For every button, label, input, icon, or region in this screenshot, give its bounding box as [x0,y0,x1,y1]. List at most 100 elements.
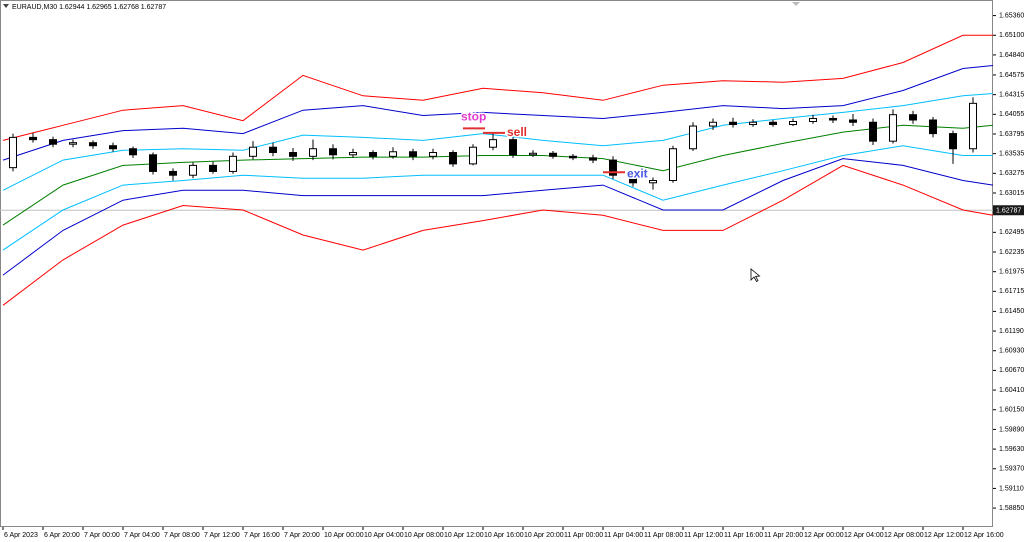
current-price-box [993,205,1024,216]
y-tick-label: 1.59630 [999,446,1024,453]
y-tick-label: 1.63015 [999,190,1024,197]
candle-body [29,136,37,141]
band-line [2,164,994,306]
y-tick-label: 1.61190 [999,328,1024,335]
candle-body [869,121,877,142]
candle-body [469,146,477,165]
y-tick-label: 1.64315 [999,91,1024,98]
y-tick-label: 1.61975 [999,269,1024,276]
y-tick-label: 1.60150 [999,407,1024,414]
y-tick-label: 1.59890 [999,426,1024,433]
candle-body [769,121,777,126]
x-tick-label: 10 Apr 20:00 [524,532,564,539]
candle-body [969,102,977,150]
chart-title: EURAUD,M30 1.62944 1.62965 1.62768 1.627… [12,4,166,11]
candle-body [709,121,717,127]
candle-body [549,152,557,157]
candle-body [569,155,577,159]
x-tick-label: 7 Apr 16:00 [244,532,280,539]
candle-body [249,146,257,157]
candle-body [589,157,597,161]
y-tick-label: 1.63275 [999,170,1024,177]
y-tick-label: 1.59370 [999,466,1024,473]
x-tick-label: 7 Apr 04:00 [124,532,160,539]
candle-body [189,164,197,176]
x-tick-label: 10 Apr 04:00 [364,532,404,539]
annotation-label: stop [461,109,486,123]
candle-body [429,152,437,157]
candle-body [889,114,897,142]
candle-body [269,146,277,154]
x-tick-label: 11 Apr 04:00 [604,532,643,539]
scroll-marker [792,2,800,6]
plot-frame [0,0,993,527]
menu-triangle[interactable] [3,4,9,8]
y-tick-label: 1.64055 [999,111,1024,118]
x-tick-label: 11 Apr 12:00 [684,532,723,539]
x-tick-label: 7 Apr 00:00 [84,532,120,539]
candle-body [329,148,337,156]
candle-body [509,139,517,156]
candle-body [369,152,377,157]
y-tick-label: 1.60930 [999,348,1024,355]
annotation-label: exit [627,166,648,180]
band-line [2,145,993,251]
current-price-label: 1.62787 [996,208,1021,215]
candle-body [169,170,177,176]
x-tick-label: 11 Apr 08:00 [644,532,683,539]
y-tick-label: 1.61450 [999,308,1024,315]
x-tick-label: 12 Apr 08:00 [884,532,924,539]
y-tick-label: 1.65360 [999,12,1024,19]
y-tick-label: 1.63795 [999,131,1024,138]
x-tick-label: 10 Apr 08:00 [404,532,444,539]
candle-body [809,117,817,123]
y-tick-label: 1.62235 [999,249,1024,256]
candle-body [529,152,537,156]
candle-body [629,174,637,184]
candle-body [449,152,457,165]
candle-body [89,142,97,147]
x-tick-label: 10 Apr 00:00 [324,532,364,539]
y-tick-label: 1.64840 [999,52,1024,59]
candle-body [669,148,677,182]
y-tick-label: 1.60410 [999,387,1024,394]
band-line [2,158,994,276]
band-line [2,34,993,141]
candle-body [9,136,17,169]
candle-body [109,145,117,150]
x-tick-label: 10 Apr 12:00 [444,532,484,539]
candle-body [749,121,757,126]
candle-body [909,114,917,121]
annotation-label: sell [507,125,527,139]
candle-body [389,151,397,157]
x-tick-label: 12 Apr 12:00 [924,532,964,539]
x-tick-label: 7 Apr 20:00 [284,532,320,539]
candle-body [489,139,497,148]
candle-body [209,164,217,172]
band-line [2,93,994,191]
candle-body [309,148,317,157]
x-tick-label: 11 Apr 00:00 [564,532,603,539]
candle-body [349,152,357,156]
x-tick-label: 12 Apr 00:00 [804,532,844,539]
candle-body [829,117,837,121]
candle-body [289,152,297,157]
candle-body [789,121,797,126]
x-tick-label: 11 Apr 16:00 [724,532,763,539]
x-tick-label: 11 Apr 20:00 [764,532,803,539]
y-tick-label: 1.63535 [999,151,1024,158]
x-tick-label: 12 Apr 16:00 [964,532,1004,539]
y-tick-label: 1.60670 [999,367,1024,374]
candle-body [409,151,417,157]
y-tick-label: 1.65100 [999,32,1024,39]
x-tick-label: 7 Apr 08:00 [164,532,200,539]
candle-body [949,133,957,150]
candle-body [49,139,57,145]
candle-body [229,155,237,172]
candle-body [649,180,657,184]
x-tick-label: 6 Apr 20:00 [44,532,80,539]
candle-body [689,125,697,150]
x-tick-label: 7 Apr 12:00 [204,532,240,539]
